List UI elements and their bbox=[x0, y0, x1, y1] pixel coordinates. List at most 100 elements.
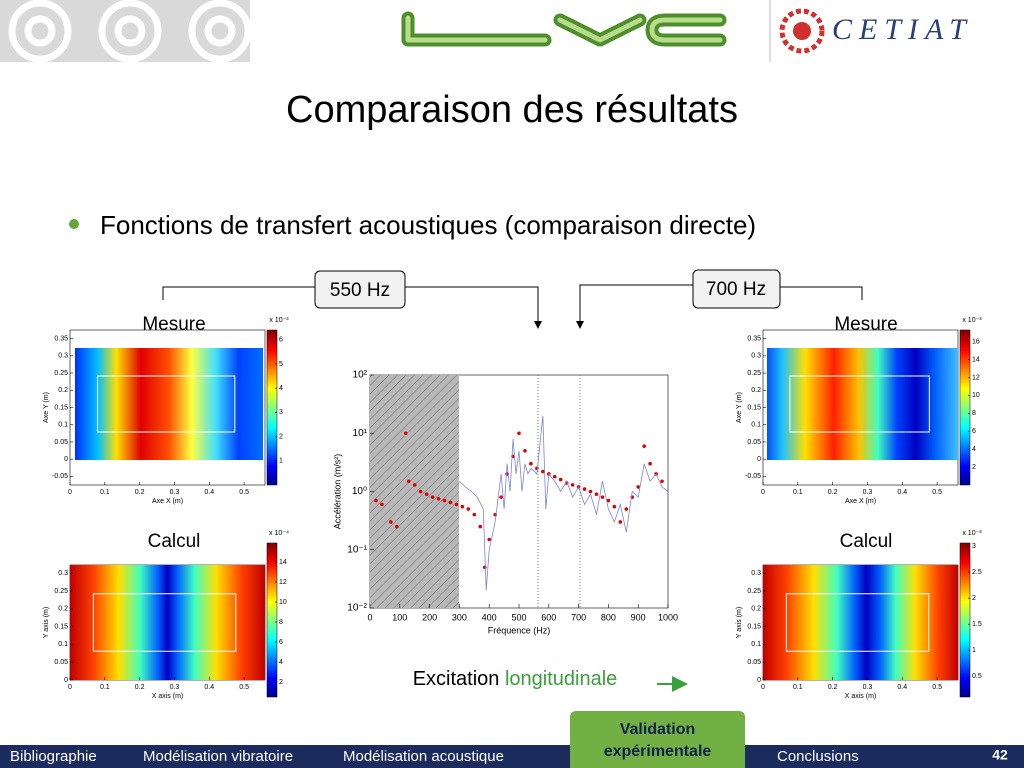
y-tick-label: 0.35 bbox=[747, 335, 761, 342]
colorbar-tick-label: 12 bbox=[279, 579, 287, 586]
colorbar-tick-label: 3 bbox=[279, 409, 283, 416]
x-tick-label: 700 bbox=[571, 612, 586, 622]
heatmap-image bbox=[75, 348, 263, 460]
series-point bbox=[594, 492, 599, 496]
x-tick-label: 0 bbox=[68, 489, 72, 496]
series-point bbox=[487, 537, 492, 542]
x-tick-label: 200 bbox=[422, 612, 437, 622]
series-point bbox=[558, 477, 563, 482]
colorbar-tick-label: 10 bbox=[972, 392, 980, 399]
header-rings bbox=[0, 0, 252, 63]
heatmap-image bbox=[767, 348, 958, 460]
heatmap-label: Calcul bbox=[840, 531, 893, 552]
x-tick-label: 600 bbox=[541, 612, 556, 622]
callout-box bbox=[692, 269, 781, 309]
y-tick-label: 0 bbox=[64, 456, 68, 463]
x-tick-label: 0.3 bbox=[170, 684, 180, 691]
series-point bbox=[389, 520, 393, 524]
y-tick-label: 0.35 bbox=[54, 335, 68, 342]
nav-item: Bibliographie bbox=[10, 748, 97, 765]
y-tick-label: 0.2 bbox=[58, 606, 68, 613]
callout-box bbox=[314, 270, 406, 309]
x-tick-label: 0.1 bbox=[793, 489, 803, 496]
cetiat-logo: CETIAT bbox=[832, 13, 973, 46]
colorbar-tick-label: 8 bbox=[279, 619, 283, 626]
series-point bbox=[403, 431, 408, 436]
x-tick-label: 0.2 bbox=[828, 684, 838, 691]
x-tick-label: 0.1 bbox=[100, 684, 110, 691]
y-tick-label: 10¹ bbox=[353, 428, 368, 439]
series-point bbox=[642, 444, 646, 448]
y-tick-label: 0.3 bbox=[58, 353, 68, 360]
y-tick-label: 0.15 bbox=[747, 404, 761, 411]
callout-label: 550 Hz bbox=[330, 280, 390, 301]
colorbar bbox=[959, 542, 971, 698]
series-point bbox=[600, 495, 605, 499]
x-tick-label: 0 bbox=[761, 489, 765, 496]
y-tick-label: 0.2 bbox=[751, 387, 761, 394]
colorbar bbox=[266, 542, 278, 698]
colorbar-tick-label: 6 bbox=[279, 337, 283, 344]
y-tick-label: 10⁰ bbox=[352, 486, 367, 497]
colorbar-tick-label: 8 bbox=[972, 410, 976, 417]
active-tab[interactable]: Validation expérimentale bbox=[570, 711, 745, 768]
colorbar bbox=[959, 329, 971, 486]
colorbar-tick-label: 12 bbox=[972, 374, 980, 381]
y-tick-label: 0.3 bbox=[751, 353, 761, 360]
series-point bbox=[570, 483, 575, 487]
x-axis-label: Axe X (m) bbox=[845, 498, 876, 505]
slide-title: Comparaison des résultats bbox=[286, 89, 738, 131]
series-point bbox=[618, 520, 623, 524]
nav-item: Modélisation acoustique bbox=[343, 748, 504, 765]
series-point bbox=[412, 483, 417, 487]
x-tick-label: 100 bbox=[392, 612, 407, 622]
x-tick-label: 0.5 bbox=[932, 489, 942, 496]
y-axis-label: Axe Y (m) bbox=[43, 392, 50, 423]
y-tick-label: 10² bbox=[353, 370, 368, 381]
excitation-label: Excitation longitudinale bbox=[413, 668, 618, 690]
colorbar-tick-label: 2 bbox=[972, 464, 976, 471]
x-tick-label: 800 bbox=[601, 612, 616, 622]
series-point bbox=[552, 474, 557, 479]
series-point bbox=[472, 512, 477, 517]
colorbar bbox=[266, 329, 278, 486]
y-tick-label: 0.1 bbox=[58, 641, 68, 648]
callout-connectors bbox=[162, 284, 863, 329]
colorbar-tick-label: 6 bbox=[972, 428, 976, 435]
series-point bbox=[535, 466, 539, 471]
y-tick-label: 0 bbox=[64, 677, 68, 684]
colorbar-tick-label: 16 bbox=[972, 338, 980, 345]
y-tick-label: 0.15 bbox=[747, 623, 761, 630]
heatmap-image bbox=[70, 565, 265, 680]
y-tick-label: 0.1 bbox=[751, 422, 761, 429]
x-tick-label: 0 bbox=[367, 612, 372, 622]
page-number: 42 bbox=[992, 747, 1008, 763]
x-tick-label: 0.2 bbox=[135, 489, 145, 496]
callout-label: 700 Hz bbox=[706, 279, 766, 300]
series-point bbox=[612, 504, 617, 509]
x-axis-label: X axis (m) bbox=[152, 693, 184, 700]
footer-bar bbox=[0, 745, 1024, 768]
y-tick-label: 0.3 bbox=[751, 570, 761, 577]
y-axis-label: Accélération (m/s²) bbox=[332, 454, 342, 530]
colorbar-scale: x 10⁻³ bbox=[962, 530, 982, 537]
plate-outline bbox=[789, 375, 930, 433]
y-tick-label: 0.15 bbox=[54, 623, 68, 630]
series-point bbox=[588, 489, 593, 494]
series-point bbox=[541, 469, 545, 474]
x-tick-label: 0.2 bbox=[828, 489, 838, 496]
series-point bbox=[517, 431, 521, 436]
y-tick-label: 10⁻¹ bbox=[347, 544, 367, 555]
colorbar-tick-label: 2 bbox=[279, 679, 283, 686]
excitation-text: Excitation bbox=[413, 668, 505, 690]
x-tick-label: 0.3 bbox=[863, 684, 873, 691]
x-tick-label: 0.4 bbox=[897, 684, 907, 691]
colorbar-scale: x 10⁻⁴ bbox=[269, 530, 289, 537]
y-tick-label: 0.2 bbox=[58, 387, 68, 394]
series-point bbox=[436, 496, 441, 501]
cetiat-emblem bbox=[779, 8, 825, 54]
series-point bbox=[582, 487, 587, 491]
